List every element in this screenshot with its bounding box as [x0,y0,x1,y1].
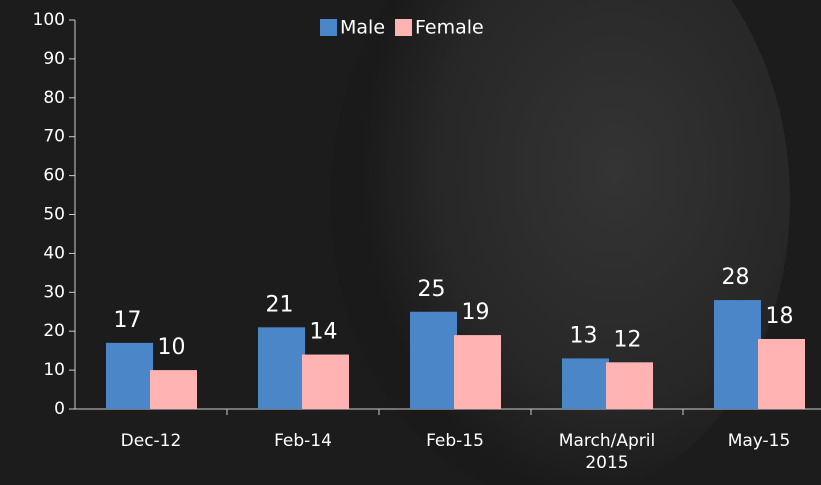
y-tick-label: 60 [43,166,65,186]
legend-swatch [395,19,413,36]
x-tick-label: March/April 2015 [559,431,655,473]
value-label: 10 [158,335,186,360]
y-tick-label: 30 [43,282,65,302]
value-label: 28 [722,265,750,290]
background-shape [330,0,790,485]
y-tick-label: 20 [43,321,65,341]
bar [758,338,805,409]
x-tick-label: May-15 [728,431,791,451]
bar [258,327,305,409]
bar [606,362,653,409]
bar [410,311,457,409]
y-tick-label: 0 [54,399,65,419]
legend-swatch [320,19,337,36]
value-label: 14 [310,320,338,345]
y-tick-label: 50 [43,205,65,225]
bar [302,354,349,409]
value-label: 25 [418,277,446,302]
y-tick-label: 100 [33,10,65,30]
y-tick-label: 70 [43,127,65,147]
x-tick-label: Feb-14 [274,431,332,451]
bar [150,370,197,409]
x-tick-label-line: March/April [559,431,655,451]
x-tick-label: Feb-15 [426,431,484,451]
bar [714,300,761,409]
bar [562,358,609,409]
legend-label: Female [415,17,484,39]
value-label: 19 [462,300,490,325]
x-tick-label-line: 2015 [585,453,628,473]
y-tick-label: 10 [43,360,65,380]
y-tick-label: 90 [43,49,65,69]
bar [106,342,153,409]
value-label: 18 [766,304,794,329]
value-label: 21 [266,292,294,317]
bar [454,335,501,409]
y-tick-label: 40 [43,243,65,263]
value-label: 12 [614,327,642,352]
value-label: 13 [570,323,598,348]
y-tick-label: 80 [43,88,65,108]
value-label: 17 [114,308,142,333]
legend-label: Male [340,17,385,39]
x-tick-label: Dec-12 [121,431,182,451]
